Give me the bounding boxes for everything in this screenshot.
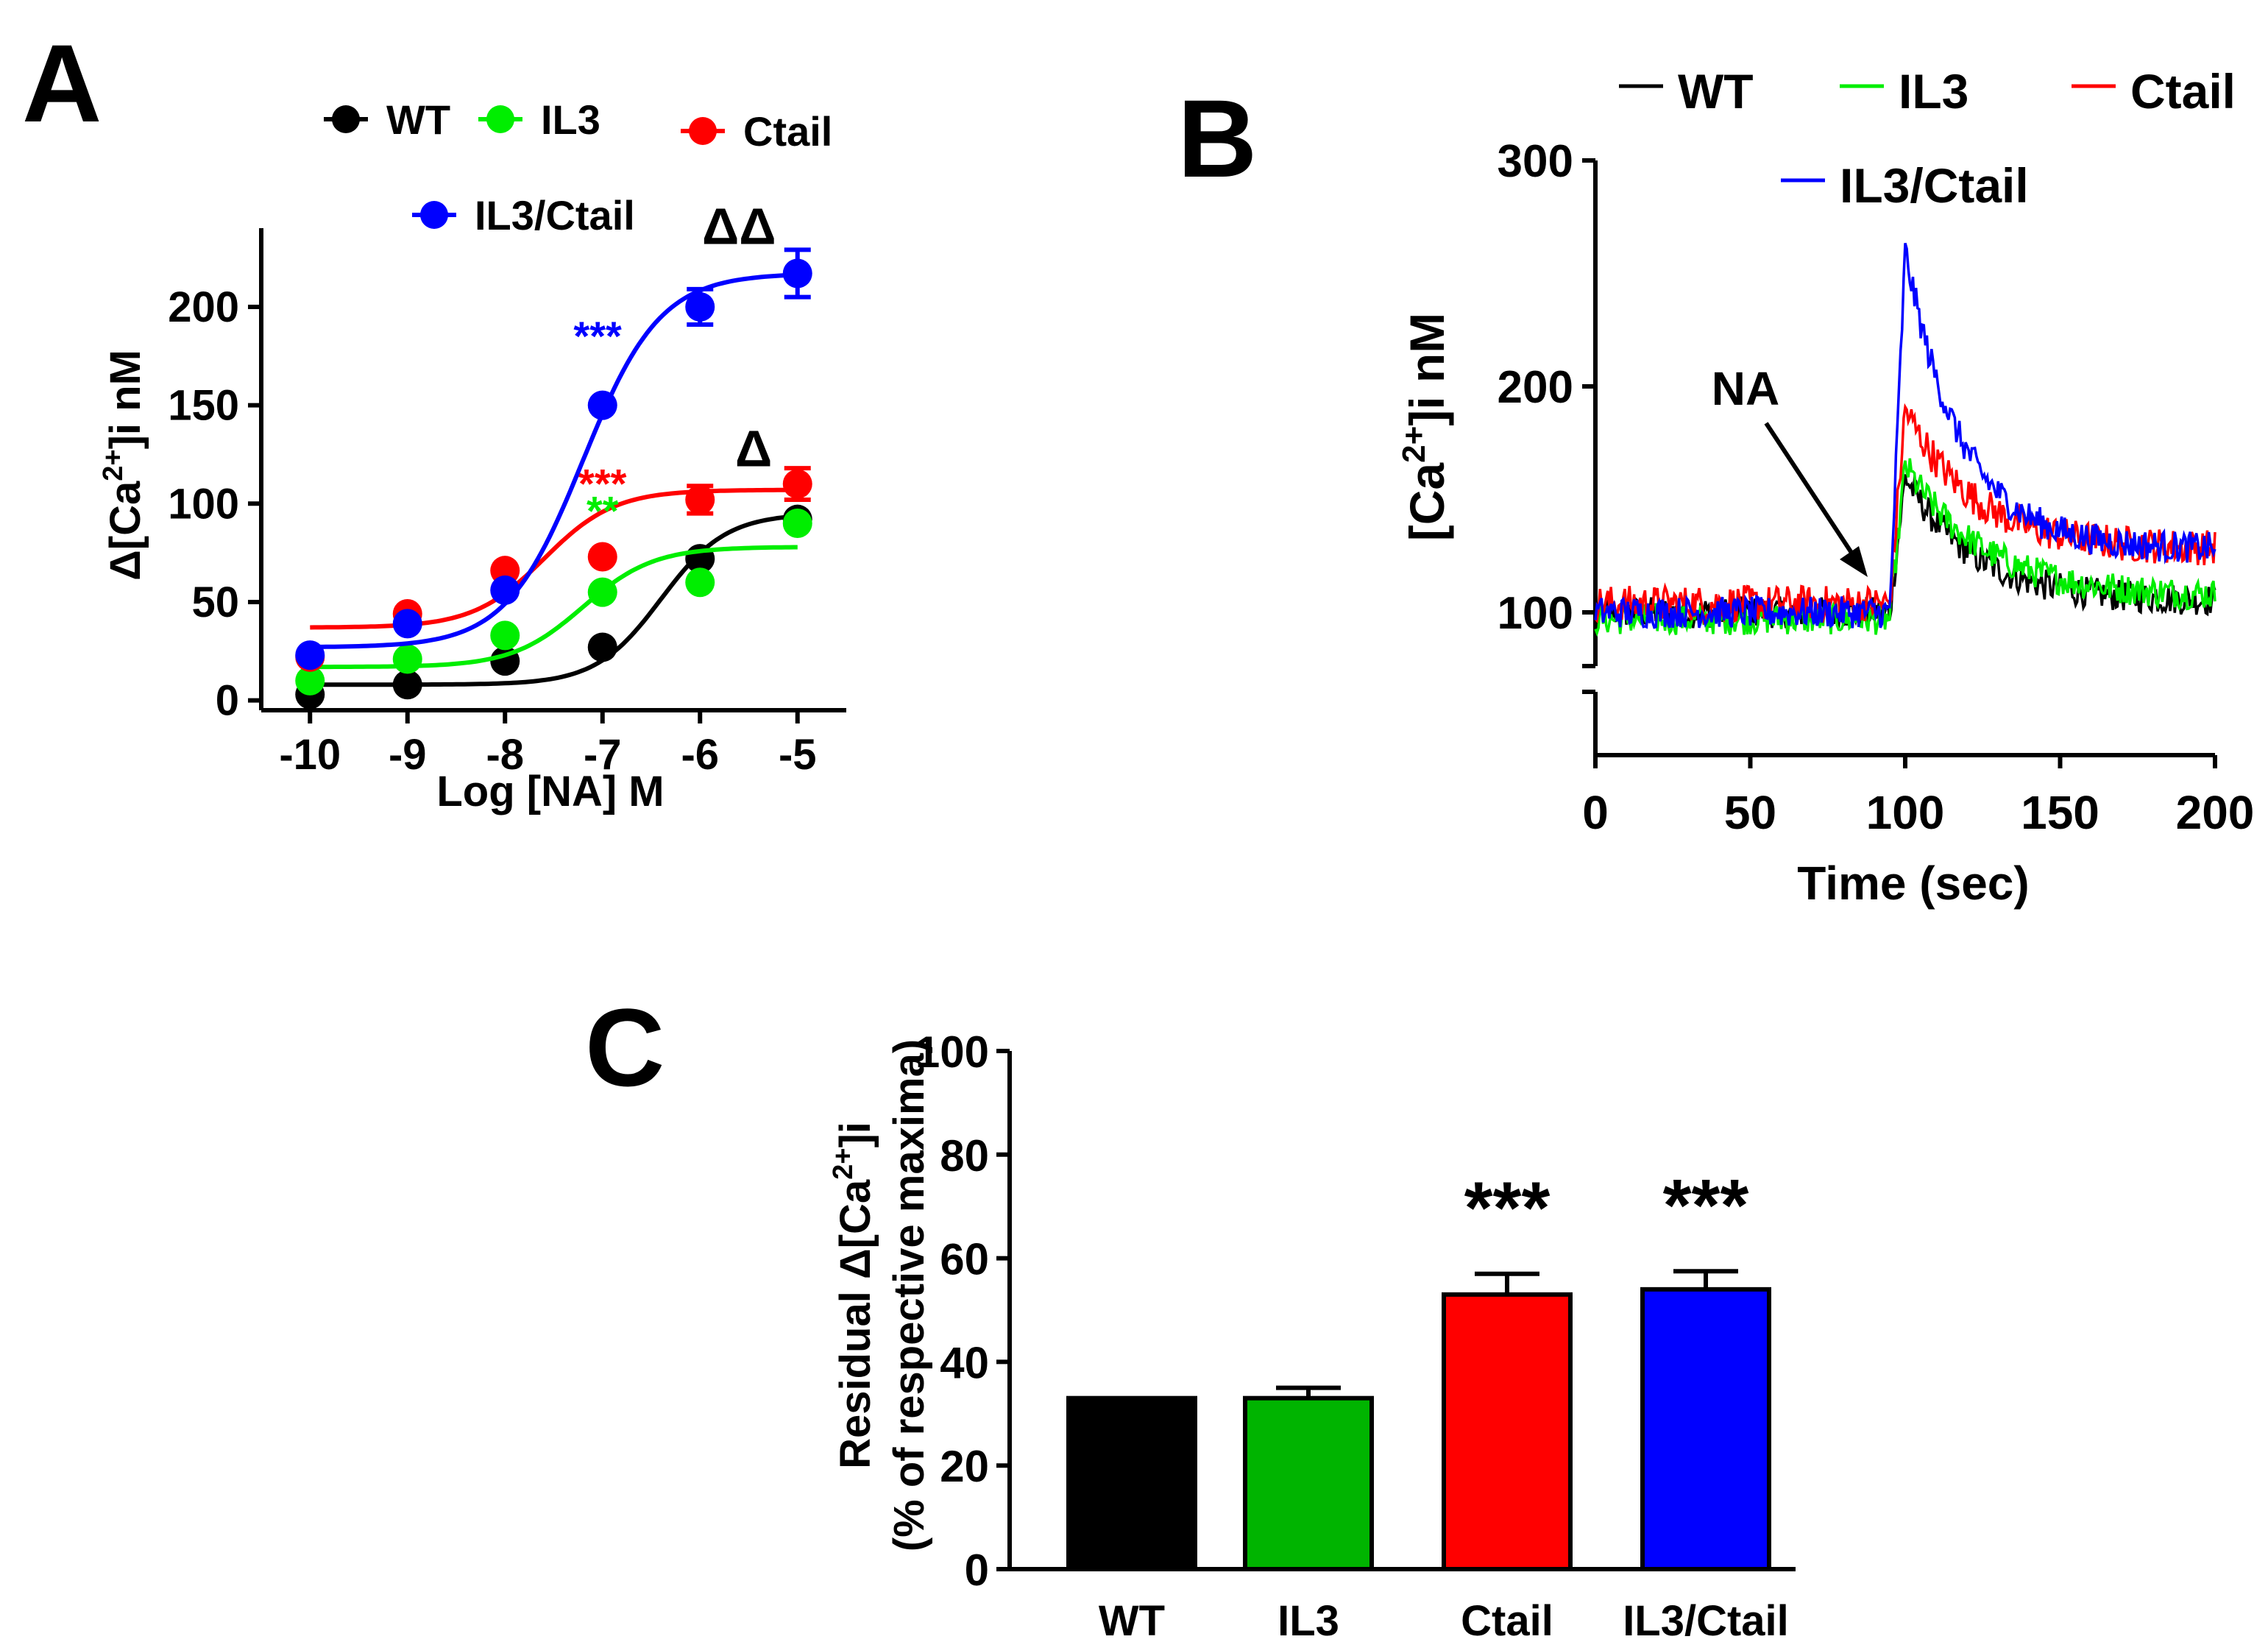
panel-c-bar-il3-ctail bbox=[1640, 1287, 1771, 1571]
panel-a-letter: A bbox=[22, 21, 102, 145]
panel-c-y-axis-title-line1: Residual Δ[Ca2+]i bbox=[828, 1122, 879, 1469]
panel-a-point-il3 bbox=[782, 509, 812, 539]
panel-a-point-il3 bbox=[685, 567, 715, 598]
panel-a-y-tick-label: 150 bbox=[168, 382, 239, 430]
panel-a-legend-label: IL3 bbox=[541, 96, 600, 143]
panel-c-y-tick-label: 40 bbox=[940, 1338, 989, 1387]
panel-b-stimulus-label: NA bbox=[1712, 362, 1779, 415]
panel-a-legend-marker-wt bbox=[332, 105, 360, 133]
panel-a-x-tick-label: -10 bbox=[279, 731, 341, 779]
panel-a-legend-label: WT bbox=[386, 96, 450, 143]
panel-c-category-label: Ctail bbox=[1461, 1597, 1553, 1642]
panel-a-point-wt bbox=[587, 632, 617, 662]
panel-b-legend-label: IL3/Ctail bbox=[1840, 158, 2029, 213]
panel-a-point-il3 bbox=[392, 644, 422, 674]
panel-a-x-tick-label: -5 bbox=[779, 731, 817, 779]
panel-a-point-il3-ctail bbox=[295, 640, 325, 670]
panel-a-y-tick-label: 200 bbox=[168, 283, 239, 331]
panel-b-x-tick-label: 50 bbox=[1724, 786, 1776, 839]
panel-a-point-ctail bbox=[685, 484, 715, 514]
panel-c-plot: 0 20 40 60 80 100 WT IL3 Ctail *** IL3/Ctail *** bbox=[915, 1027, 1796, 1642]
panel-a-point-il3-ctail bbox=[490, 575, 520, 605]
panel-a-fit-curve-ctail bbox=[310, 487, 798, 630]
panel-c-category-label: IL3/Ctail bbox=[1623, 1597, 1789, 1642]
panel-a-point-ctail bbox=[782, 469, 812, 499]
panel-b-x-axis-title: Time (sec) bbox=[1797, 857, 2029, 910]
panel-a-fit-curve-il3-ctail bbox=[310, 272, 798, 649]
panel-a-legend-marker-ctail bbox=[689, 117, 717, 145]
panel-c-significance-marker: *** bbox=[1663, 1164, 1749, 1247]
panel-a-x-axis-title: Log [NA] M bbox=[436, 768, 664, 815]
panel-a-point-wt bbox=[392, 670, 422, 700]
panel-a-point-il3 bbox=[587, 577, 617, 607]
panel-b-legend-label: IL3 bbox=[1899, 64, 1968, 118]
panel-c-bar-ctail bbox=[1442, 1292, 1573, 1571]
panel-a-y-tick-label: 100 bbox=[168, 480, 239, 528]
panel-b-y-tick-label: 200 bbox=[1498, 362, 1573, 413]
panel-b: B WT IL3 Ctail IL3/Ctail 100 200 300 0 50 100 150… bbox=[1177, 64, 2254, 910]
panel-a-fit-curve-il3 bbox=[310, 545, 798, 670]
panel-c-significance-marker: *** bbox=[1464, 1167, 1551, 1250]
panel-b-stimulus-arrow bbox=[1764, 422, 1857, 559]
panel-a-x-tick-label: -7 bbox=[584, 731, 622, 779]
panel-b-stimulus-arrowhead bbox=[1840, 546, 1868, 577]
panel-c-y-tick-label: 100 bbox=[915, 1027, 989, 1077]
panel-a-annotation: ** bbox=[587, 488, 619, 534]
panel-a-y-axis-title: Δ[Ca2+]i nM bbox=[98, 350, 149, 581]
panel-b-y-tick-label: 100 bbox=[1498, 588, 1573, 639]
panel-a-fit-curve-wt bbox=[310, 514, 798, 687]
panel-a-legend-marker-il3 bbox=[486, 105, 514, 133]
panel-a-legend: WT IL3 Ctail IL3/Ctail bbox=[324, 96, 832, 238]
panel-a-annotation: *** bbox=[573, 313, 622, 359]
panel-b-y-axis-title: [Ca2+]i nM bbox=[1396, 313, 1454, 541]
panel-c-y-axis-title-line2: (% of respective maxima) bbox=[885, 1039, 933, 1551]
panel-a-point-il3-ctail bbox=[685, 291, 715, 322]
panel-a-annotation: Δ bbox=[735, 420, 772, 477]
panel-b-legend-label: Ctail bbox=[2130, 64, 2236, 118]
panel-c-bar-il3 bbox=[1243, 1395, 1374, 1572]
panel-b-trace-il3-ctail bbox=[1594, 242, 2216, 629]
panel-c-bar-wt bbox=[1066, 1395, 1197, 1572]
panel-c-category-label: WT bbox=[1099, 1597, 1165, 1642]
panel-a-legend-marker-il3-ctail bbox=[420, 201, 448, 229]
panel-b-letter: B bbox=[1177, 77, 1257, 200]
panel-b-x-tick-label: 0 bbox=[1582, 786, 1609, 839]
panel-c-y-tick-label: 20 bbox=[940, 1442, 989, 1491]
panel-a-annotation: ΔΔ bbox=[702, 197, 776, 255]
panel-c-y-tick-label: 60 bbox=[940, 1235, 989, 1284]
panel-a-point-ctail bbox=[587, 542, 617, 572]
panel-c-category-label: IL3 bbox=[1277, 1597, 1339, 1642]
panel-c-letter: C bbox=[585, 985, 665, 1109]
panel-b-legend-label: WT bbox=[1678, 64, 1754, 118]
panel-a-point-il3 bbox=[295, 665, 325, 696]
panel-a-x-tick-label: -9 bbox=[389, 731, 427, 779]
panel-a-point-il3-ctail bbox=[782, 258, 812, 289]
panel-a-point-il3-ctail bbox=[392, 609, 422, 639]
panel-a-x-tick-label: -6 bbox=[681, 731, 719, 779]
panel-a-annotation: *** bbox=[578, 460, 627, 506]
panel-a: A WT IL3 Ctail IL3/Ctail 0 50 100 150 200 -10 -9 -… bbox=[22, 21, 846, 815]
panel-a-y-tick-label: 50 bbox=[191, 578, 239, 626]
panel-b-x-tick-label: 150 bbox=[2021, 786, 2099, 839]
panel-b-x-tick-label: 200 bbox=[2176, 786, 2255, 839]
panel-b-y-tick-label: 300 bbox=[1498, 136, 1573, 187]
panel-a-x-tick-label: -8 bbox=[486, 731, 524, 779]
panel-b-plot: 100 200 300 0 50 100 150 200 NA bbox=[1498, 136, 2255, 839]
panel-b-x-tick-label: 100 bbox=[1866, 786, 1945, 839]
panel-b-legend: WT IL3 Ctail IL3/Ctail bbox=[1619, 64, 2236, 213]
panel-a-point-il3-ctail bbox=[587, 390, 617, 420]
panel-c-y-tick-label: 0 bbox=[965, 1546, 989, 1595]
panel-a-legend-label: Ctail bbox=[743, 108, 832, 155]
panel-a-legend-label: IL3/Ctail bbox=[475, 192, 635, 238]
panel-a-y-tick-label: 0 bbox=[216, 677, 239, 725]
panel-c-y-tick-label: 80 bbox=[940, 1131, 989, 1181]
panel-a-point-il3 bbox=[490, 620, 520, 651]
